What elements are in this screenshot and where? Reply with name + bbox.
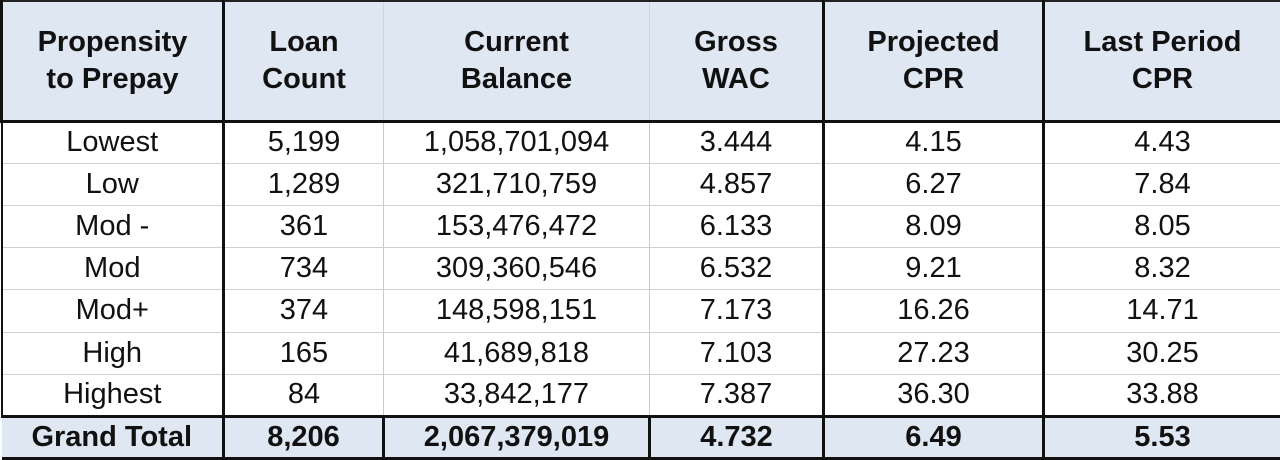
cell-current-balance: 1,058,701,094 — [383, 121, 650, 164]
header-current-balance-line2: Balance — [460, 62, 573, 95]
cell-gross-wac: 6.133 — [649, 205, 824, 249]
header-loan-count-line1: Loan — [269, 25, 339, 58]
cell-propensity: High — [0, 332, 225, 375]
total-projected-cpr: 6.49 — [822, 415, 1044, 460]
total-label: Grand Total — [1, 415, 225, 460]
header-gross-wac-line2: WAC — [702, 62, 770, 95]
cell-projected-cpr: 9.21 — [822, 247, 1044, 291]
cell-propensity: Mod - — [0, 205, 225, 249]
cell-current-balance: 41,689,818 — [383, 332, 650, 375]
cell-projected-cpr: 16.26 — [822, 289, 1044, 333]
cell-current-balance: 153,476,472 — [383, 205, 650, 249]
cell-current-balance: 148,598,151 — [383, 289, 650, 333]
cell-last-period-cpr: 4.43 — [1042, 121, 1280, 164]
header-propensity-line1: Propensity — [37, 25, 188, 58]
header-row: Propensity to Prepay Loan Count Current … — [0, 0, 1280, 123]
cell-current-balance: 309,360,546 — [383, 247, 650, 291]
header-current-balance-line1: Current — [464, 25, 569, 58]
cell-propensity: Mod — [0, 247, 225, 291]
header-last-period-cpr-line1: Last Period — [1083, 25, 1242, 58]
table-row: Mod 734 309,360,546 6.532 9.21 8.32 — [0, 247, 1280, 291]
table-row: Mod+ 374 148,598,151 7.173 16.26 14.71 — [0, 289, 1280, 333]
table-header: Propensity to Prepay Loan Count Current … — [0, 0, 1280, 123]
cell-loan-count: 361 — [223, 205, 384, 249]
cell-last-period-cpr: 14.71 — [1042, 289, 1280, 333]
header-last-period-cpr-line2: CPR — [1131, 62, 1194, 95]
cell-projected-cpr: 8.09 — [822, 205, 1044, 249]
cell-last-period-cpr: 33.88 — [1042, 374, 1280, 418]
total-last-period-cpr: 5.53 — [1042, 415, 1280, 460]
cell-projected-cpr: 6.27 — [822, 163, 1044, 206]
cell-loan-count: 5,199 — [223, 121, 384, 164]
cell-propensity: Highest — [0, 374, 225, 418]
cell-propensity: Lowest — [0, 121, 225, 164]
header-propensity-line2: to Prepay — [46, 62, 179, 95]
header-last-period-cpr: Last Period CPR — [1043, 0, 1280, 123]
header-current-balance: Current Balance — [383, 0, 650, 123]
grand-total-row: Grand Total 8,206 2,067,379,019 4.732 6.… — [1, 415, 1280, 460]
cell-current-balance: 321,710,759 — [383, 163, 650, 206]
cell-projected-cpr: 36.30 — [822, 374, 1044, 418]
cell-gross-wac: 7.103 — [649, 332, 824, 375]
header-projected-cpr-line2: CPR — [902, 62, 965, 95]
cell-gross-wac: 4.857 — [649, 163, 824, 206]
cell-last-period-cpr: 8.05 — [1042, 205, 1280, 249]
total-current-balance: 2,067,379,019 — [382, 415, 650, 460]
table-row: Low 1,289 321,710,759 4.857 6.27 7.84 — [0, 163, 1280, 206]
table-row: High 165 41,689,818 7.103 27.23 30.25 — [0, 332, 1280, 375]
cell-propensity: Low — [0, 163, 225, 206]
header-loan-count-line2: Count — [262, 62, 346, 95]
cell-loan-count: 1,289 — [223, 163, 384, 206]
cell-loan-count: 84 — [223, 374, 384, 418]
cell-gross-wac: 7.387 — [649, 374, 824, 418]
table-row: Lowest 5,199 1,058,701,094 3.444 4.15 4.… — [0, 121, 1280, 164]
cell-projected-cpr: 4.15 — [822, 121, 1044, 164]
cell-loan-count: 165 — [223, 332, 384, 375]
cell-gross-wac: 7.173 — [649, 289, 824, 333]
header-propensity: Propensity to Prepay — [0, 0, 225, 123]
table-body: Lowest 5,199 1,058,701,094 3.444 4.15 4.… — [0, 121, 1280, 418]
total-loan-count: 8,206 — [223, 415, 384, 460]
cell-last-period-cpr: 30.25 — [1042, 332, 1280, 375]
table-footer: Grand Total 8,206 2,067,379,019 4.732 6.… — [1, 415, 1280, 460]
cell-loan-count: 734 — [223, 247, 384, 291]
cell-last-period-cpr: 8.32 — [1042, 247, 1280, 291]
table-row: Highest 84 33,842,177 7.387 36.30 33.88 — [0, 374, 1280, 418]
cell-projected-cpr: 27.23 — [822, 332, 1044, 375]
cell-last-period-cpr: 7.84 — [1042, 163, 1280, 206]
header-gross-wac-line1: Gross — [694, 25, 778, 58]
cell-gross-wac: 6.532 — [649, 247, 824, 291]
total-gross-wac: 4.732 — [648, 415, 824, 460]
cell-loan-count: 374 — [223, 289, 384, 333]
header-projected-cpr-line1: Projected — [867, 25, 1000, 58]
header-gross-wac: Gross WAC — [649, 0, 825, 123]
table-row: Mod - 361 153,476,472 6.133 8.09 8.05 — [0, 205, 1280, 249]
header-loan-count: Loan Count — [223, 0, 384, 123]
cell-gross-wac: 3.444 — [649, 121, 824, 164]
cell-current-balance: 33,842,177 — [383, 374, 650, 418]
header-projected-cpr: Projected CPR — [823, 0, 1045, 123]
cell-propensity: Mod+ — [0, 289, 225, 333]
